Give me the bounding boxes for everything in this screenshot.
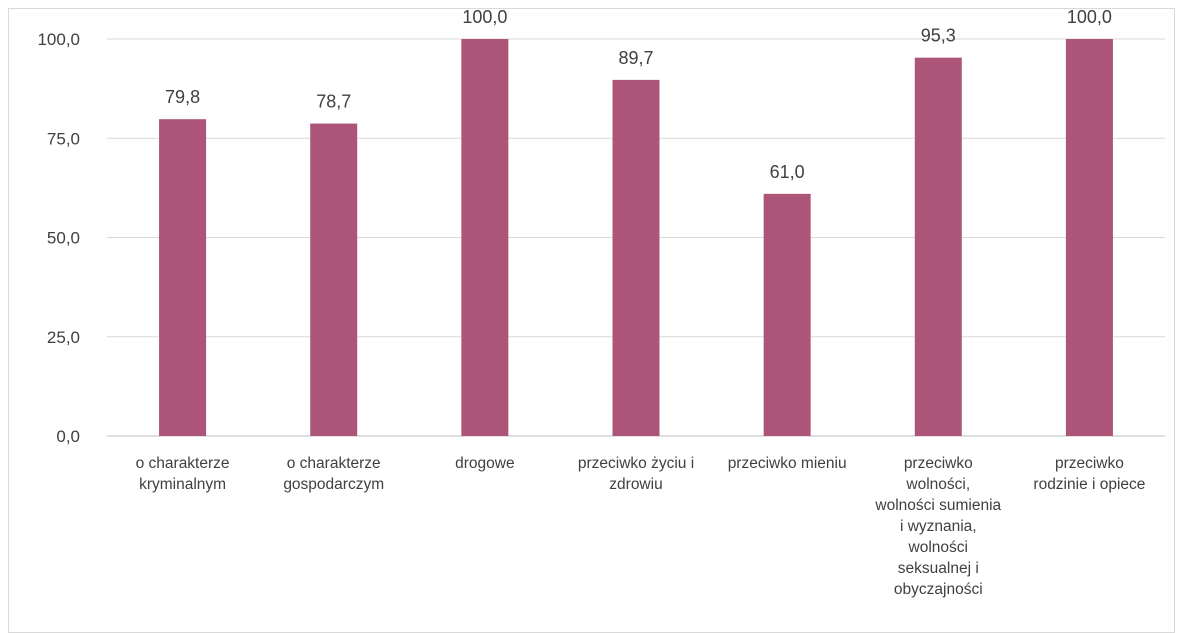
y-tick-label: 0,0 — [56, 427, 80, 446]
bar — [914, 57, 962, 437]
x-category-label: drogowe — [455, 455, 514, 472]
x-category-label-line: o charakterze — [136, 455, 230, 472]
x-category-label-line: obyczajności — [894, 581, 983, 598]
data-label: 78,7 — [316, 92, 351, 112]
bar — [461, 39, 509, 436]
x-category-label: przeciwko rodzinie i opiece — [1033, 455, 1145, 493]
x-category-label-line: przeciwko mieniu — [728, 455, 847, 472]
bar — [310, 123, 358, 436]
y-tick-label: 75,0 — [47, 129, 80, 148]
x-category-label-line: przeciwko — [904, 455, 973, 472]
data-label: 61,0 — [770, 162, 805, 182]
y-tick-label: 25,0 — [47, 328, 80, 347]
x-category-label-line: seksualnej i — [898, 560, 979, 577]
y-tick-label: 50,0 — [47, 229, 80, 248]
x-category-label-line: wolności, — [905, 476, 970, 493]
data-label: 100,0 — [1067, 7, 1112, 27]
data-label: 95,3 — [921, 26, 956, 46]
x-category-label-line: wolności sumienia — [874, 497, 1001, 514]
bar — [612, 79, 660, 437]
data-label: 79,8 — [165, 87, 200, 107]
x-category-label-line: przeciwko życiu i — [578, 455, 694, 472]
x-category-label: przeciwko życiu i zdrowiu — [578, 455, 694, 493]
x-category-label-line: rodzinie i opiece — [1033, 476, 1145, 493]
x-category-label: przeciwko mieniu — [728, 455, 847, 472]
x-category-label: o charakterze gospodarczym — [283, 455, 384, 493]
bar — [1065, 39, 1113, 436]
bar — [159, 119, 207, 436]
x-category-label-line: o charakterze — [287, 455, 381, 472]
y-tick-label: 100,0 — [37, 30, 80, 49]
x-category-label-line: przeciwko — [1055, 455, 1124, 472]
x-category-label-line: gospodarczym — [283, 476, 384, 493]
data-label: 100,0 — [462, 7, 507, 27]
bar — [763, 193, 811, 436]
x-category-label: przeciwko wolności, wolności sumienia i wyz… — [874, 455, 1001, 598]
x-category-label-line: zdrowiu — [609, 476, 662, 493]
x-category-label: o charakterze kryminalnym — [136, 455, 230, 493]
x-category-label-line: wolności — [908, 539, 968, 556]
x-category-label-line: kryminalnym — [139, 476, 226, 493]
x-category-label-line: i wyznania, — [900, 518, 977, 535]
data-label: 89,7 — [618, 48, 653, 68]
x-category-label-line: drogowe — [455, 455, 514, 472]
